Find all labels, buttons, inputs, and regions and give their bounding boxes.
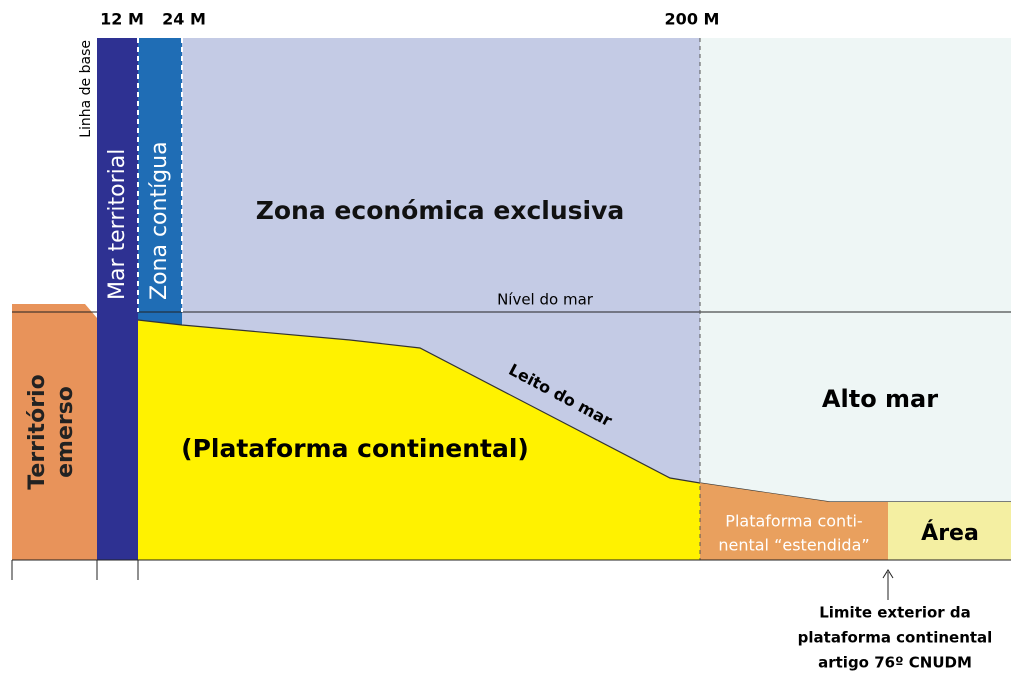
- land-label: emerso: [53, 386, 78, 478]
- arrow-head: [882, 569, 894, 579]
- contiguous-area: [138, 38, 182, 326]
- area-zone: [888, 502, 1011, 560]
- outer-limit-label: Limite exterior da: [819, 604, 971, 622]
- shelf-area: [138, 320, 700, 560]
- distance: 24 M: [162, 10, 206, 29]
- territorial-area: [97, 38, 138, 560]
- extended-shelf-label: Plataforma conti-: [725, 512, 862, 531]
- high-sea-label: Alto mar: [822, 385, 938, 413]
- eez-label: Zona económica exclusiva: [256, 196, 625, 225]
- territorial-label: Mar territorial: [105, 149, 130, 300]
- shelf-label: (Plataforma continental): [181, 434, 529, 463]
- extended-shelf-area: [700, 483, 888, 560]
- high-sea-area: [700, 38, 1011, 503]
- land-label: Território: [25, 374, 50, 489]
- land-area: [12, 304, 97, 560]
- distance: 12 M: [100, 10, 144, 29]
- baseline-label: Linha de base: [78, 40, 94, 138]
- sea-level-label: Nível do mar: [497, 291, 594, 309]
- extended-shelf-label: nental “estendida”: [718, 536, 869, 555]
- distance: 200 M: [665, 10, 720, 29]
- ticks: [11, 560, 139, 580]
- outer-limit-label: artigo 76º CNUDM: [818, 654, 972, 672]
- contiguous-label: Zona contígua: [147, 141, 172, 300]
- area-label: Área: [921, 520, 979, 546]
- outer-limit-label: plataforma continental: [798, 629, 993, 647]
